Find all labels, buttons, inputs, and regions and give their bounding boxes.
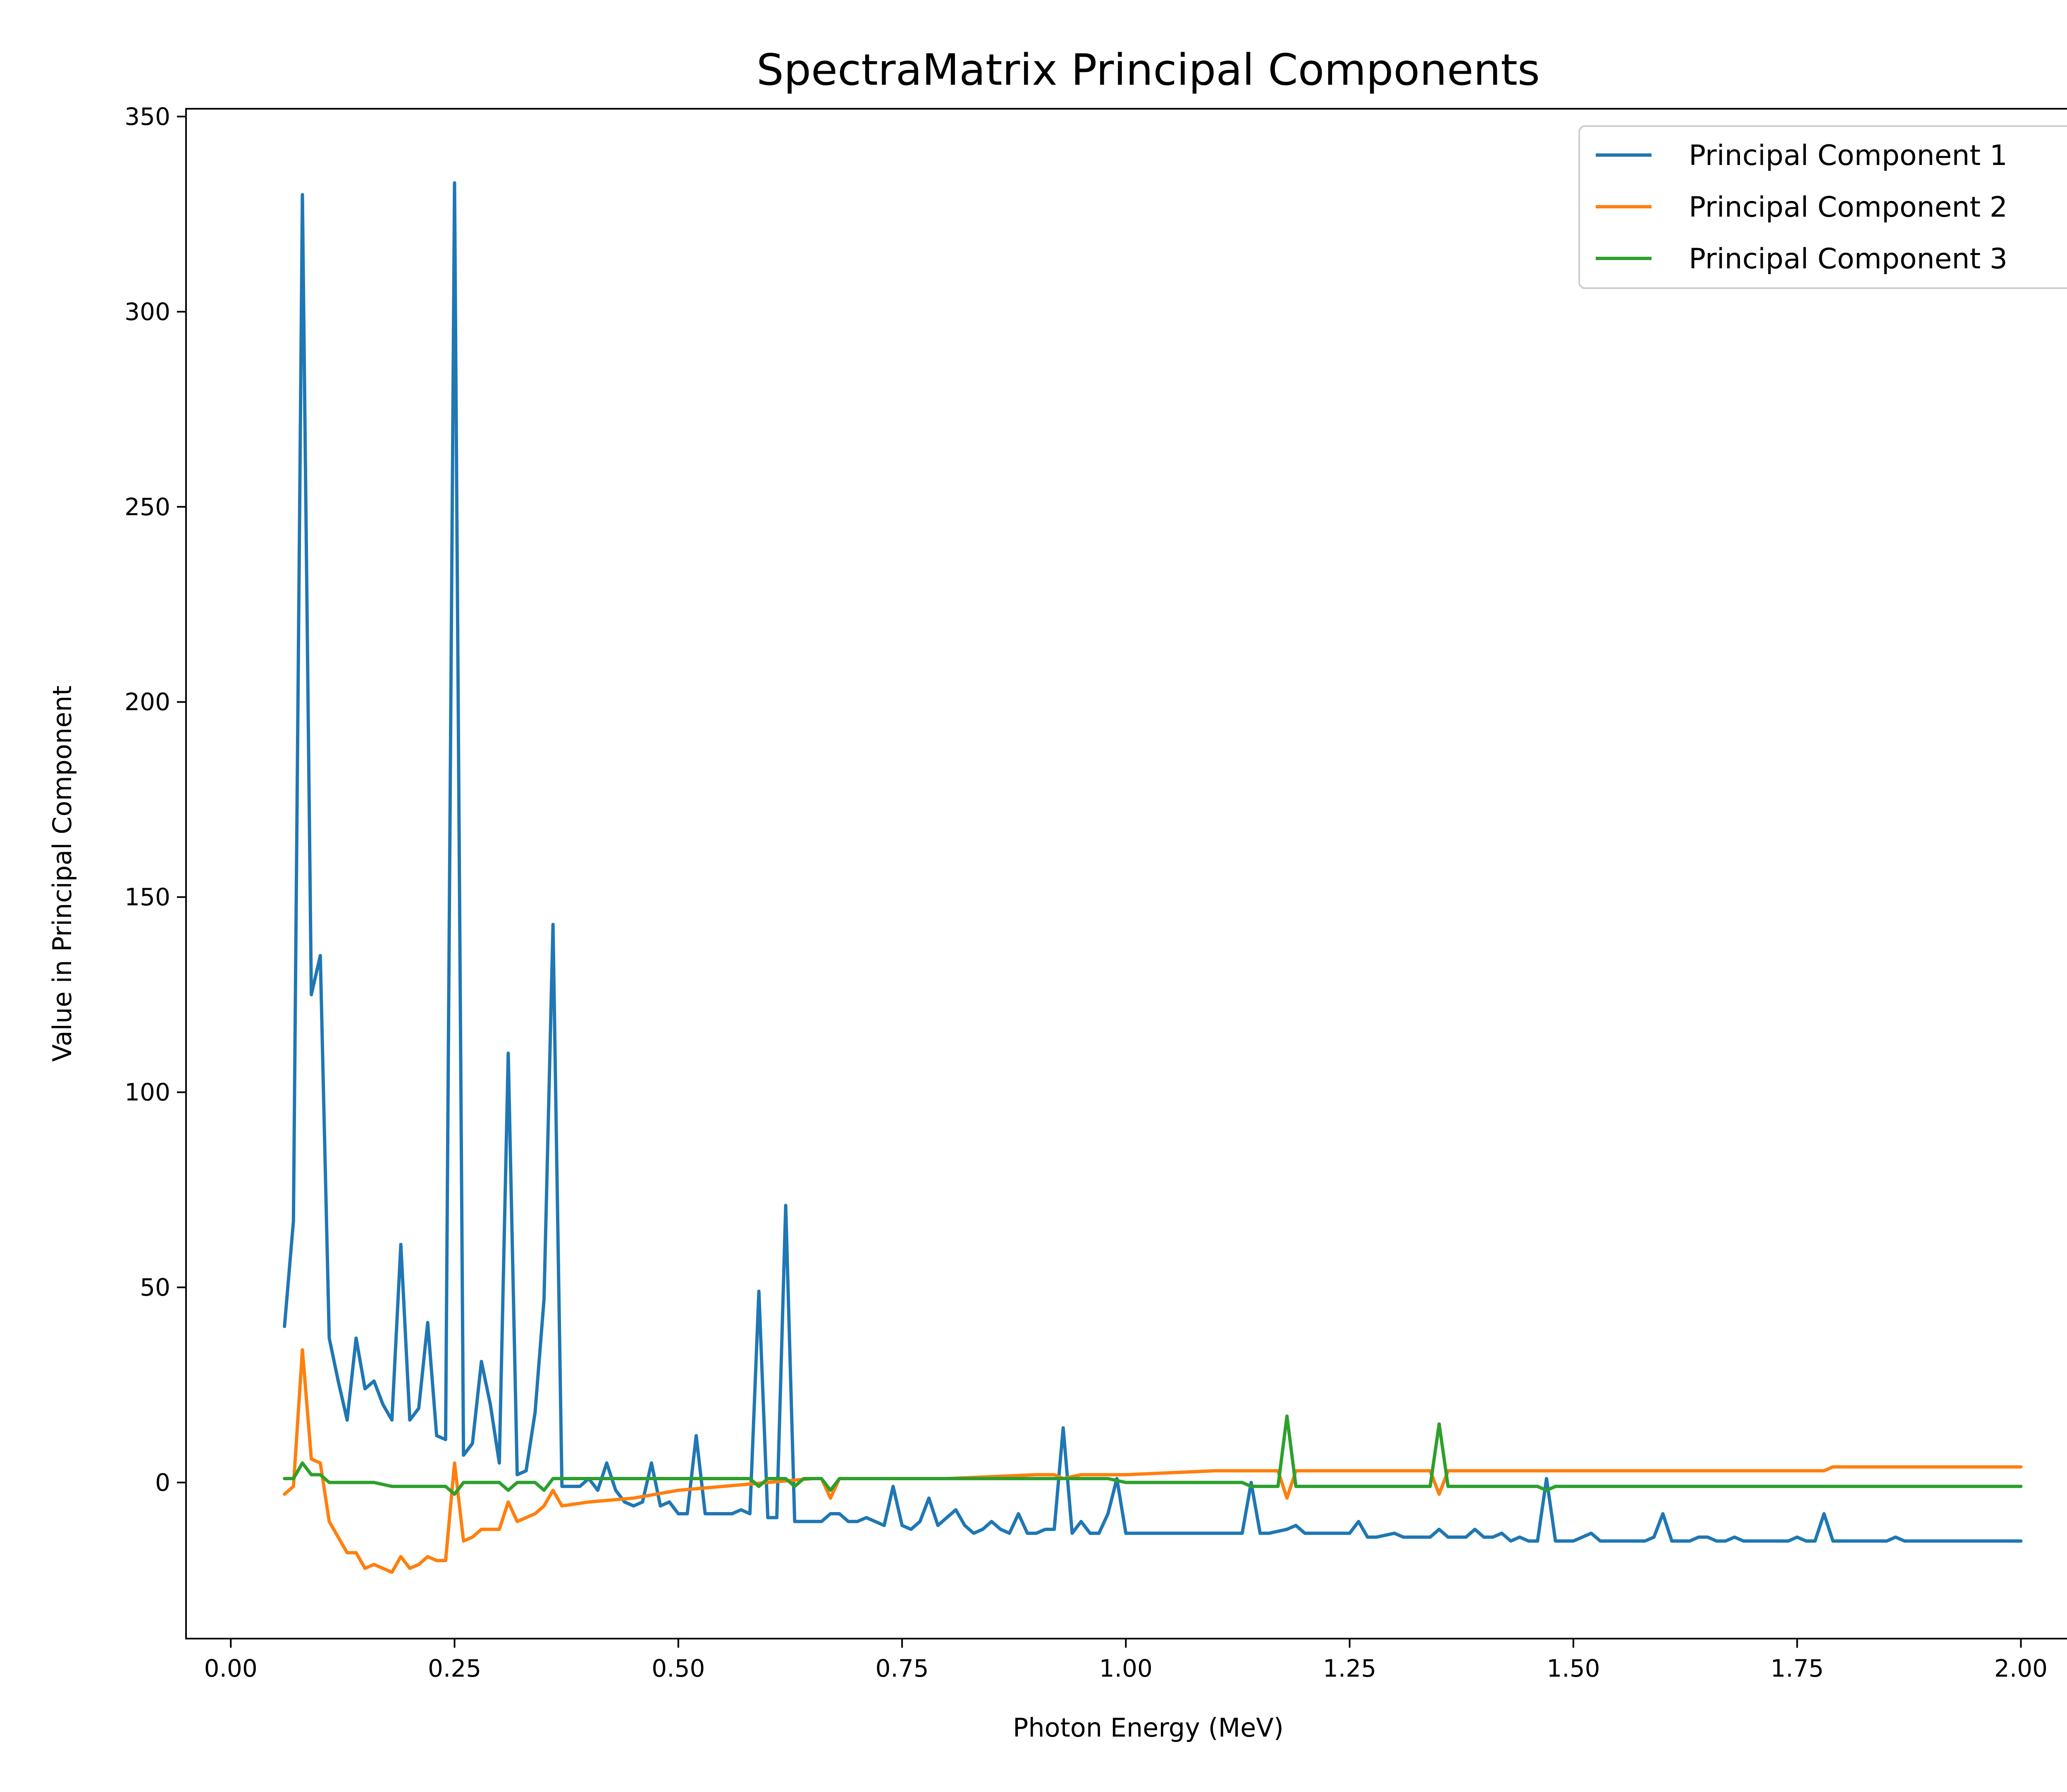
y-tick-label: 300 xyxy=(124,298,170,326)
y-tick-label: 150 xyxy=(124,883,170,911)
series-line-3 xyxy=(283,1414,2023,1496)
y-axis: 0 50 100 150 200 250 300 350 xyxy=(124,103,186,1496)
y-tick-label: 0 xyxy=(155,1468,170,1496)
y-tick-label: 100 xyxy=(124,1078,170,1106)
x-tick-label: 0.50 xyxy=(652,1654,705,1682)
legend: Principal Component 1 Principal Component… xyxy=(1578,125,2067,289)
x-tick-label: 0.00 xyxy=(204,1654,258,1682)
y-tick-label: 250 xyxy=(124,493,170,521)
legend-label-3: Principal Component 3 xyxy=(1689,243,2007,275)
series-line-1 xyxy=(283,181,2023,1543)
x-axis: 0.00 0.25 0.50 0.75 1.00 1.25 1.50 1.75 2.00 xyxy=(204,1639,2048,1682)
legend-box xyxy=(1578,125,2067,289)
x-tick-label: 1.75 xyxy=(1771,1654,1824,1682)
x-tick-label: 0.25 xyxy=(428,1654,481,1682)
y-axis-label: Value in Principal Component xyxy=(47,686,77,1062)
y-tick-label: 200 xyxy=(124,688,170,716)
legend-label-2: Principal Component 2 xyxy=(1689,191,2007,224)
x-tick-label: 1.50 xyxy=(1547,1654,1600,1682)
x-tick-label: 1.25 xyxy=(1323,1654,1376,1682)
legend-label-1: Principal Component 1 xyxy=(1689,139,2007,172)
series-layer xyxy=(283,181,2023,1574)
x-tick-label: 2.00 xyxy=(1994,1654,2048,1682)
plot-frame xyxy=(185,108,2067,1639)
x-tick-label: 1.00 xyxy=(1099,1654,1153,1682)
y-tick-label: 50 xyxy=(140,1274,170,1302)
x-axis-label: Photon Energy (MeV) xyxy=(1013,1713,1284,1743)
chart-title: SpectraMatrix Principal Components xyxy=(757,45,1540,95)
y-tick-label: 350 xyxy=(124,103,170,131)
x-tick-label: 0.75 xyxy=(876,1654,929,1682)
